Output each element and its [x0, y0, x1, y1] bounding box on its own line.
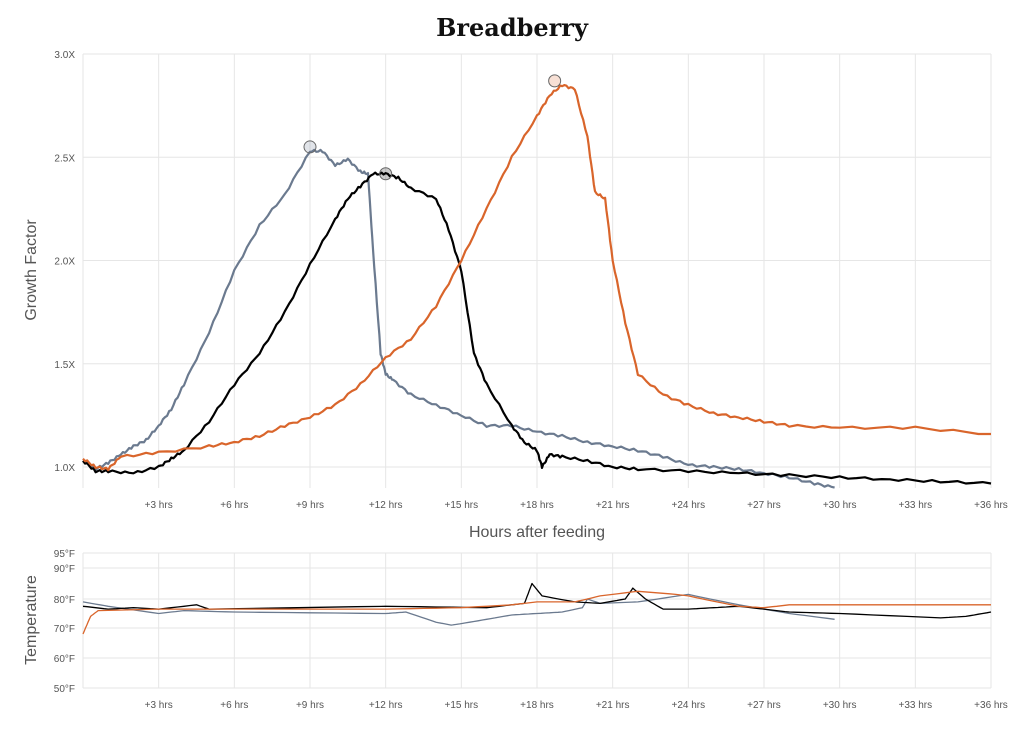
series-line-1 [82, 582, 992, 619]
x-tick-label: +6 hrs [220, 700, 248, 711]
x-tick-label: +3 hrs [145, 700, 173, 711]
x-tick-label: +30 hrs [823, 500, 857, 511]
series-line-0 [82, 148, 835, 489]
x-tick-label: +33 hrs [899, 500, 933, 511]
y-tick-label: 70°F [54, 624, 75, 635]
peak-marker [548, 74, 562, 88]
peak-marker [379, 167, 393, 181]
series-line-2 [82, 84, 991, 472]
x-tick-label: +3 hrs [145, 500, 173, 511]
x-tick-label: +30 hrs [823, 700, 857, 711]
peak-marker [303, 140, 317, 154]
x-tick-label: +18 hrs [520, 700, 554, 711]
y-tick-label: 80°F [54, 595, 75, 606]
x-tick-label: +36 hrs [974, 700, 1008, 711]
y-tick-label: 1.5X [54, 360, 75, 371]
x-tick-label: +21 hrs [596, 700, 630, 711]
x-tick-label: +6 hrs [220, 500, 248, 511]
series-line-2 [82, 590, 991, 635]
y-tick-label: 3.0X [54, 50, 75, 61]
chart-title: Breadberry [436, 13, 589, 42]
x-tick-label: +15 hrs [445, 500, 479, 511]
x-tick-label: +9 hrs [296, 500, 324, 511]
x-tick-label: +27 hrs [747, 700, 781, 711]
y-tick-label: 2.0X [54, 257, 75, 268]
y-tick-label: 60°F [54, 654, 75, 665]
x-tick-label: +27 hrs [747, 500, 781, 511]
series-line-0 [82, 593, 835, 626]
x-tick-label: +33 hrs [899, 700, 933, 711]
growth-chart: +3 hrs +6 hrs +9 hrs +12 hrs +15 hrs +18 hrs +… [54, 50, 1007, 511]
y-tick-label: 90°F [54, 564, 75, 575]
x-tick-label: +9 hrs [296, 700, 324, 711]
x-tick-label: +36 hrs [974, 500, 1008, 511]
x-tick-label: +12 hrs [369, 500, 403, 511]
series-line-1 [82, 171, 992, 485]
x-tick-label: +12 hrs [369, 700, 403, 711]
x-tick-label: +24 hrs [672, 700, 706, 711]
y-axis-title-growth: Growth Factor [23, 219, 40, 321]
y-tick-label: 1.0X [54, 463, 75, 474]
x-tick-label: +18 hrs [520, 500, 554, 511]
x-tick-label: +15 hrs [445, 700, 479, 711]
x-axis-title: Hours after feeding [469, 524, 605, 541]
y-tick-label: 95°F [54, 549, 75, 560]
y-tick-label: 2.5X [54, 153, 75, 164]
y-tick-label: 50°F [54, 684, 75, 695]
x-tick-label: +21 hrs [596, 500, 630, 511]
x-tick-label: +24 hrs [672, 500, 706, 511]
temperature-chart: +3 hrs +6 hrs +9 hrs +12 hrs +15 hrs +18 hrs +… [54, 549, 1008, 711]
y-axis-title-temperature: Temperature [23, 575, 40, 665]
